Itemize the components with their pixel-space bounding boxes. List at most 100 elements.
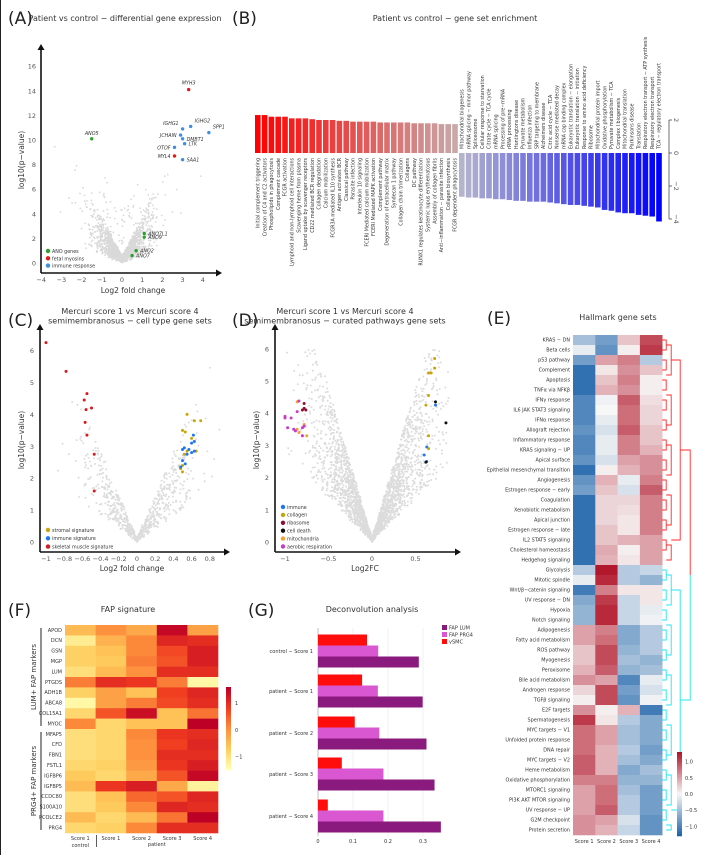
gene-set-point bbox=[416, 427, 419, 430]
gene-point bbox=[96, 246, 99, 248]
gene-set-point bbox=[352, 514, 355, 517]
gene-set-point bbox=[422, 375, 425, 378]
gene-set-point bbox=[160, 495, 163, 497]
gene-set-point bbox=[335, 467, 338, 470]
gene-set-point bbox=[77, 496, 80, 498]
gene-set-point bbox=[418, 418, 421, 421]
gene-set-point bbox=[156, 506, 159, 509]
gene-set-point bbox=[408, 485, 410, 488]
gene-set-point bbox=[160, 483, 163, 486]
x-tick-label: −0.2 bbox=[111, 555, 127, 563]
gene-set-point bbox=[156, 510, 158, 513]
gene-set-point bbox=[329, 490, 332, 493]
gene-point bbox=[153, 197, 155, 199]
gene-point bbox=[144, 246, 147, 248]
gene-set-point bbox=[203, 480, 206, 483]
gene-set-point bbox=[74, 460, 77, 462]
gene-set-point bbox=[397, 477, 400, 480]
gene-set-point bbox=[129, 528, 132, 531]
gene-set-point bbox=[394, 496, 397, 499]
gene-set-point bbox=[301, 374, 304, 377]
gene-set-point bbox=[332, 423, 335, 426]
gene-set-point bbox=[417, 393, 420, 396]
gene-set-point bbox=[335, 442, 338, 445]
gene-point bbox=[94, 242, 96, 245]
gene-point bbox=[131, 235, 134, 237]
gene-point bbox=[88, 243, 90, 246]
gene-set-point bbox=[433, 349, 436, 352]
gene-set-point bbox=[173, 479, 176, 482]
gene-set-point bbox=[359, 509, 362, 512]
gene-set-point bbox=[323, 408, 326, 411]
gene-set-point bbox=[319, 395, 322, 397]
gene-point bbox=[93, 226, 96, 229]
gene-set-point bbox=[422, 422, 425, 425]
gene-set-point bbox=[311, 446, 314, 449]
gene-set-point bbox=[423, 368, 426, 371]
gene-set-point bbox=[425, 428, 428, 431]
gene-set-point bbox=[407, 432, 410, 435]
gene-point bbox=[145, 207, 148, 210]
gene-set-point bbox=[421, 430, 424, 433]
gene-set-point bbox=[165, 493, 168, 496]
gene-set-point bbox=[101, 467, 104, 470]
gene-point bbox=[130, 198, 132, 201]
gene-point bbox=[101, 252, 103, 255]
gene-point bbox=[92, 209, 95, 212]
x-tick-label: −4 bbox=[36, 276, 46, 284]
gene-set-point bbox=[180, 506, 183, 509]
gene-set-label: Scavenging heme from plasma bbox=[296, 158, 302, 233]
enrichment-bar-up bbox=[295, 118, 302, 153]
gene-set-point bbox=[167, 506, 169, 509]
gene-set-point bbox=[388, 517, 390, 520]
gene-point bbox=[152, 231, 154, 234]
gene-point bbox=[142, 242, 145, 245]
gene-set-point bbox=[308, 410, 311, 413]
gene-set-point bbox=[308, 451, 311, 454]
gene-set-point bbox=[395, 504, 397, 507]
gene-set-point bbox=[352, 491, 355, 494]
gene-point bbox=[129, 259, 132, 261]
gene-point bbox=[105, 248, 108, 251]
gene-set-point bbox=[322, 385, 324, 388]
gene-set-point bbox=[312, 455, 314, 458]
gene-set-point bbox=[114, 504, 116, 507]
gene-set-point bbox=[400, 482, 403, 485]
gene-set-point bbox=[395, 479, 398, 482]
gene-point bbox=[112, 241, 115, 244]
gene-point bbox=[146, 209, 149, 211]
x-tick-label: 0.4 bbox=[168, 555, 178, 563]
x-axis-title: Log2 fold change bbox=[101, 286, 166, 295]
gene-set-point bbox=[432, 407, 435, 410]
gene-point bbox=[105, 232, 108, 235]
gene-set-point bbox=[311, 444, 314, 447]
gene-set-point bbox=[103, 486, 106, 489]
gene-set-point bbox=[326, 487, 329, 490]
gene-set-point bbox=[342, 469, 344, 472]
gene-set-point bbox=[181, 434, 184, 437]
gene-set-point bbox=[108, 513, 111, 516]
gene-set-point bbox=[428, 468, 431, 470]
gene-point bbox=[91, 202, 93, 205]
gene-point bbox=[123, 221, 126, 223]
gene-point bbox=[103, 231, 106, 234]
gene-point bbox=[138, 248, 141, 251]
gene-set-point bbox=[359, 529, 362, 532]
gene-set-point bbox=[351, 499, 354, 502]
highlighted-gene-point bbox=[130, 253, 134, 258]
gene-set-point bbox=[168, 488, 171, 491]
gene-set-point bbox=[104, 512, 107, 515]
gene-set-point bbox=[105, 478, 108, 480]
gene-point bbox=[107, 242, 110, 245]
gene-set-point bbox=[351, 521, 354, 524]
gene-point bbox=[95, 224, 97, 227]
gene-set-point bbox=[197, 488, 200, 491]
y-tick-label: 6 bbox=[32, 186, 36, 194]
gene-set-point bbox=[318, 457, 320, 460]
enrichment-bar-up bbox=[431, 123, 438, 153]
gene-point bbox=[100, 226, 103, 229]
gene-point bbox=[142, 245, 145, 248]
gene-point bbox=[90, 199, 93, 202]
gene-set-point bbox=[393, 513, 396, 516]
gene-set-point bbox=[426, 480, 428, 483]
